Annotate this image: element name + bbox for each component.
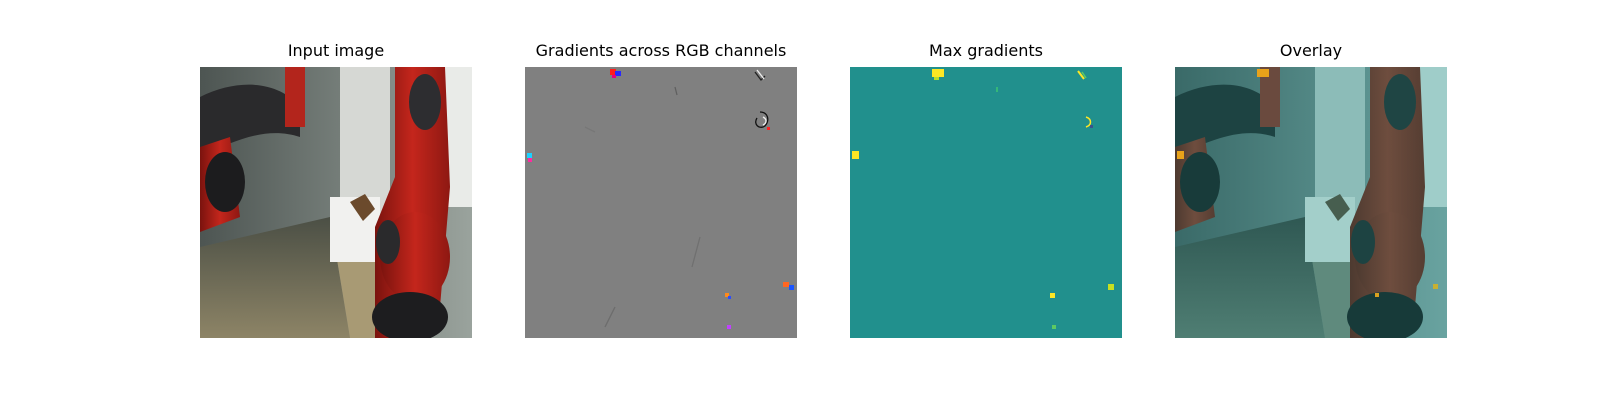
input-image <box>200 67 472 338</box>
panel-title: Overlay <box>1279 41 1343 60</box>
panel-input-image: Input image <box>200 0 472 400</box>
panel-rgb-gradients: Gradients across RGB channels <box>525 0 797 400</box>
max-gradients-image <box>850 67 1122 338</box>
overlay-image <box>1175 67 1447 338</box>
rgb-gradients-image <box>525 67 797 338</box>
panel-overlay: Overlay <box>1175 0 1447 400</box>
panel-max-gradients: Max gradients <box>850 0 1122 400</box>
panel-title: Input image <box>287 41 385 60</box>
panel-title: Gradients across RGB channels <box>535 41 787 60</box>
panel-title: Max gradients <box>929 41 1043 60</box>
